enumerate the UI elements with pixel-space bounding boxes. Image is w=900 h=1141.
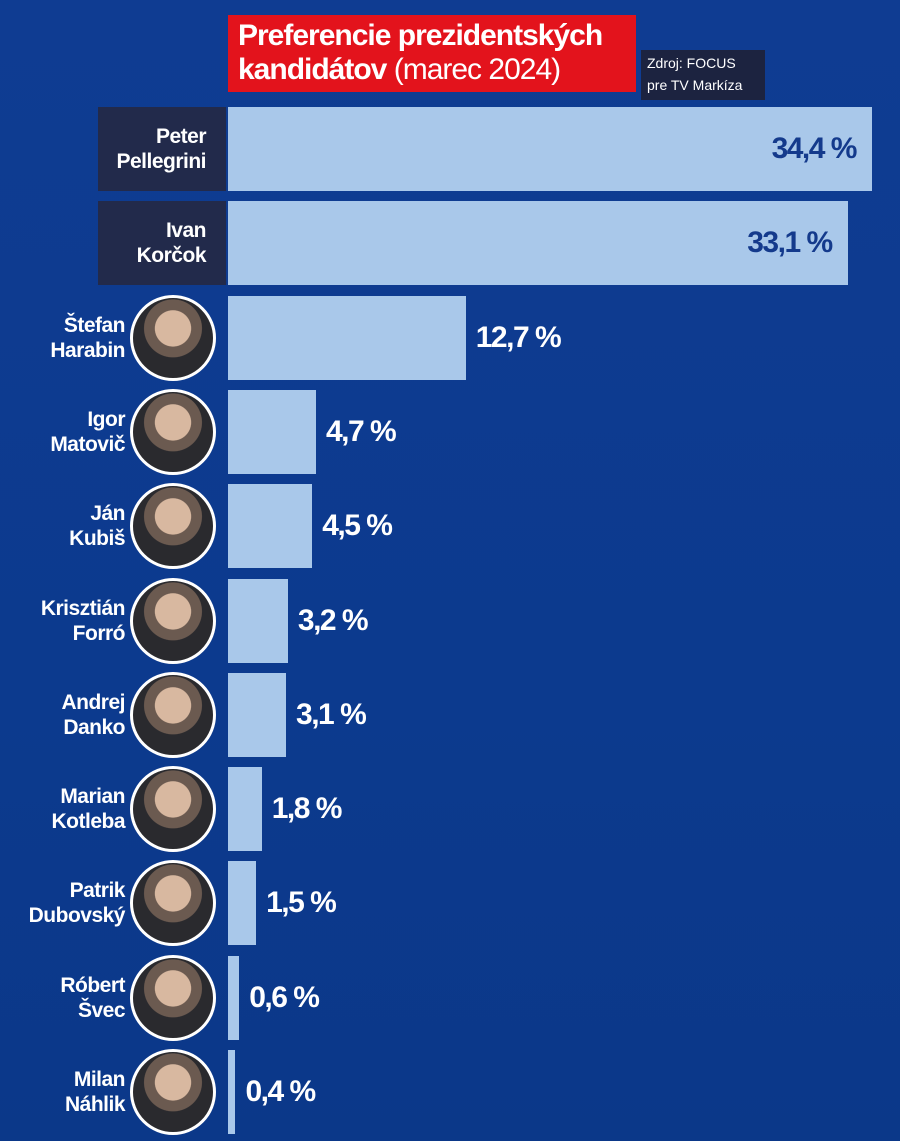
- category-label: Marian Kotleba: [51, 785, 126, 834]
- bar: [228, 672, 287, 757]
- bar: [228, 1050, 236, 1134]
- category-label: Ivan Korčok: [136, 219, 207, 268]
- bar: [228, 107, 872, 191]
- category-label: Krisztián Forró: [40, 596, 126, 645]
- bar: [228, 484, 313, 569]
- value-label: 34,4 %: [771, 132, 858, 165]
- candidate-photo: [130, 577, 216, 664]
- bar: [228, 955, 240, 1040]
- bar: [228, 295, 466, 380]
- candidate-photo: [130, 954, 216, 1041]
- value-label: 1,8 %: [271, 792, 343, 826]
- chart-subtitle: (marec 2024): [393, 53, 561, 86]
- candidate-photo: [130, 294, 216, 381]
- value-label: 0,4 %: [245, 1075, 316, 1108]
- bar: [228, 201, 848, 286]
- category-label: Patrik Dubovský: [28, 879, 126, 928]
- category-label: Peter Pellegrini: [116, 125, 206, 173]
- category-label: Róbert Švec: [60, 973, 125, 1022]
- candidate-photo: [130, 766, 216, 853]
- candidate-photo: [130, 483, 216, 570]
- category-label: Igor Matovič: [50, 407, 125, 456]
- value-label: 3,2 %: [297, 603, 369, 637]
- source: Zdroj: FOCUS pre TV Markíza: [641, 50, 765, 100]
- name-box: [98, 107, 226, 191]
- category-label: Milan Náhlik: [64, 1068, 126, 1116]
- candidate-photo: [130, 388, 216, 475]
- value-label: 3,1 %: [296, 697, 367, 731]
- candidate-photo: [130, 1049, 216, 1135]
- value-label: 0,6 %: [249, 980, 320, 1014]
- category-label: Ján Kubiš: [69, 502, 126, 551]
- value-label: 33,1 %: [747, 226, 833, 260]
- value-label: 1,5 %: [266, 886, 337, 920]
- candidate-photo: [130, 671, 216, 758]
- chart-title: Preferencie prezidentských kandidátov: [238, 19, 603, 86]
- value-label: 12,7 %: [475, 320, 562, 354]
- category-label: Štefan Harabin: [50, 313, 125, 362]
- bar: [228, 861, 257, 946]
- bar: [228, 767, 262, 852]
- value-label: 4,7 %: [325, 414, 397, 448]
- candidate-photo: [130, 860, 216, 947]
- title-box: Preferencie prezidentských kandidátov (m…: [228, 15, 636, 92]
- value-label: 4,5 %: [322, 509, 393, 543]
- name-box: [98, 201, 226, 286]
- category-label: Andrej Danko: [61, 690, 125, 739]
- bar: [228, 389, 316, 474]
- bar: [228, 578, 288, 663]
